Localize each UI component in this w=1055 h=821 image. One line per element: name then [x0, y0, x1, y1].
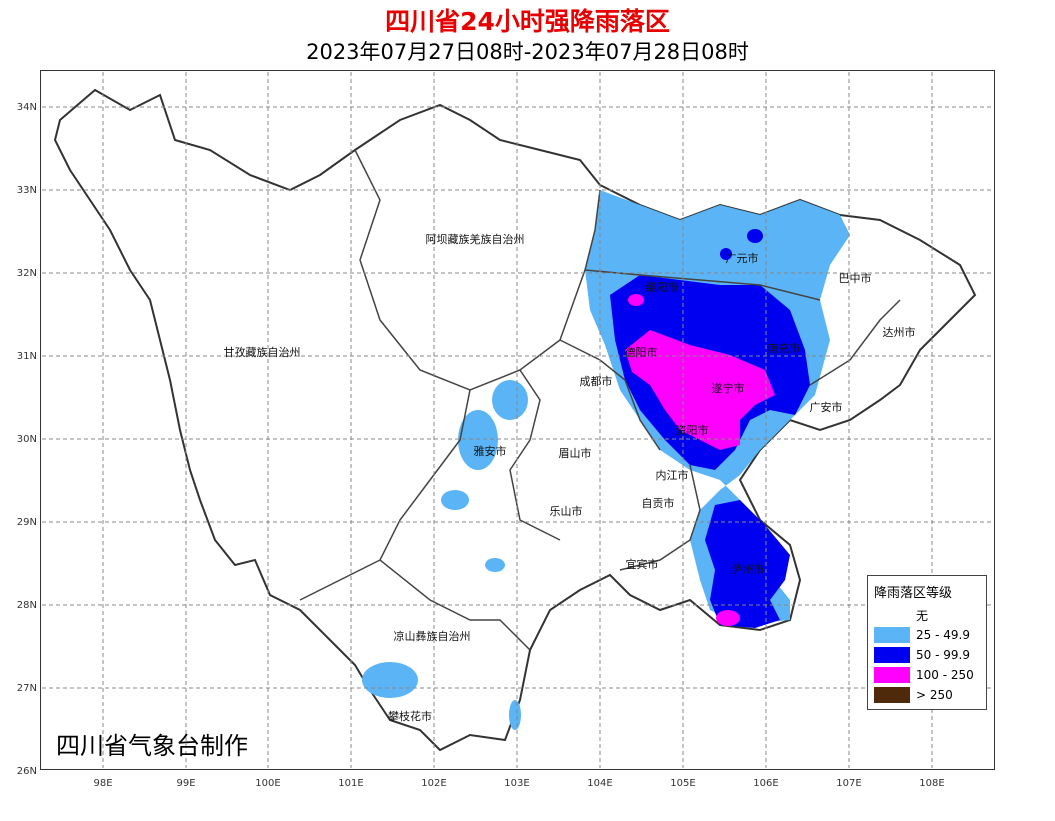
- lon-tick-103: 103E: [504, 778, 529, 789]
- place-label-leshan: 乐山市: [550, 504, 583, 518]
- place-label-suining: 遂宁市: [712, 381, 745, 395]
- legend-label-level-4: > 250: [916, 688, 953, 702]
- rain-level-1-southeast: [509, 700, 521, 730]
- rain-level-2-guangyuan-west: [720, 248, 732, 260]
- rain-level-1-yaan: [458, 410, 498, 470]
- map-title: 四川省24小时强降雨落区: [385, 7, 670, 36]
- legend-swatch-level-3: [874, 667, 910, 683]
- map-subtitle: 2023年07月27日08时-2023年07月28日08时: [306, 40, 749, 64]
- place-label-luzhou: 泸州市: [732, 562, 765, 576]
- prefecture-boundaries: [299, 149, 901, 651]
- legend-label-level-1: 25 - 49.9: [916, 628, 970, 642]
- place-label-guangyuan: 广元市: [726, 251, 759, 265]
- place-label-mianyang: 绵阳市: [646, 280, 679, 294]
- lon-tick-102: 102E: [421, 778, 446, 789]
- place-label-ziyang: 资阳市: [676, 423, 709, 437]
- place-label-yibin: 宜宾市: [626, 557, 659, 571]
- rain-level-3-luzhou: [716, 610, 740, 626]
- legend-item-level-4: > 250: [874, 685, 986, 705]
- place-label-nanchong: 南充市: [768, 341, 801, 355]
- legend-label-level-3: 100 - 250: [916, 668, 974, 682]
- lon-tick-labels: 98E 99E 100E 101E 102E 103E 104E 105E 10…: [93, 778, 944, 789]
- place-label-ganzi: 甘孜藏族自治州: [224, 345, 301, 359]
- legend-item-level-1: 25 - 49.9: [874, 625, 986, 645]
- legend-item-level-2: 50 - 99.9: [874, 645, 986, 665]
- lon-tick-108: 108E: [919, 778, 944, 789]
- legend-swatch-level-2: [874, 647, 910, 663]
- lon-tick-105: 105E: [670, 778, 695, 789]
- place-labels: 阿坝藏族羌族自治州 甘孜藏族自治州 凉山彝族自治州 攀枝花市 雅安市 眉山市 乐…: [224, 232, 916, 723]
- map-legend: 降雨落区等级 无 25 - 49.9 50 - 99.9 100 - 250 >…: [867, 575, 987, 710]
- place-label-neijiang: 内江市: [656, 468, 689, 482]
- rain-level-2-guangyuan: [747, 229, 763, 243]
- rain-level-1-central: [485, 558, 505, 572]
- rain-level-3-mianyang: [628, 294, 644, 306]
- lon-tick-100: 100E: [255, 778, 280, 789]
- place-label-dazhou: 达州市: [883, 325, 916, 339]
- rain-level-1-west: [492, 380, 528, 420]
- lon-tick-107: 107E: [836, 778, 861, 789]
- rain-level-2-luzhou: [705, 500, 790, 628]
- lon-tick-101: 101E: [338, 778, 363, 789]
- province-outline: [53, 88, 977, 752]
- lat-tick-31: 31N: [17, 351, 37, 362]
- credit-text: 四川省气象台制作: [56, 732, 248, 760]
- legend-swatch-level-1: [874, 627, 910, 643]
- lat-tick-27: 27N: [17, 683, 37, 694]
- legend-item-none: 无: [874, 605, 986, 625]
- place-label-meishan: 眉山市: [559, 446, 592, 460]
- legend-swatch-none: [874, 607, 910, 623]
- place-label-yaan: 雅安市: [474, 444, 507, 458]
- lon-tick-106: 106E: [753, 778, 778, 789]
- lat-tick-28: 28N: [17, 600, 37, 611]
- place-label-zigong: 自贡市: [642, 496, 675, 510]
- legend-label-none: 无: [916, 608, 929, 623]
- place-label-guangan: 广安市: [810, 400, 843, 414]
- map-frame: [40, 70, 995, 770]
- lat-tick-33: 33N: [17, 185, 37, 196]
- lon-tick-98: 98E: [93, 778, 112, 789]
- lon-tick-104: 104E: [587, 778, 612, 789]
- place-label-deyang: 德阳市: [625, 345, 658, 359]
- lon-tick-99: 99E: [176, 778, 195, 789]
- legend-label-level-2: 50 - 99.9: [916, 648, 970, 662]
- lat-tick-29: 29N: [17, 517, 37, 528]
- legend-item-level-3: 100 - 250: [874, 665, 986, 685]
- rain-level-1-panzhihua: [362, 662, 418, 698]
- graticule: [42, 72, 993, 768]
- lat-tick-30: 30N: [17, 434, 37, 445]
- legend-swatch-level-4: [874, 687, 910, 703]
- lat-tick-34: 34N: [17, 102, 37, 113]
- place-label-liangshan: 凉山彝族自治州: [394, 629, 471, 643]
- place-label-chengdu: 成都市: [580, 374, 613, 388]
- place-label-panzhihua: 攀枝花市: [388, 709, 432, 723]
- rain-level-1-south: [441, 490, 469, 510]
- lat-tick-labels: 34N 33N 32N 31N 30N 29N 28N 27N 26N: [17, 102, 37, 777]
- place-label-bazhong: 巴中市: [839, 271, 872, 285]
- lat-tick-32: 32N: [17, 268, 37, 279]
- place-label-aba: 阿坝藏族羌族自治州: [426, 232, 525, 246]
- legend-title: 降雨落区等级: [874, 586, 953, 601]
- rain-level-3-core: [625, 330, 775, 450]
- lat-tick-26: 26N: [17, 766, 37, 777]
